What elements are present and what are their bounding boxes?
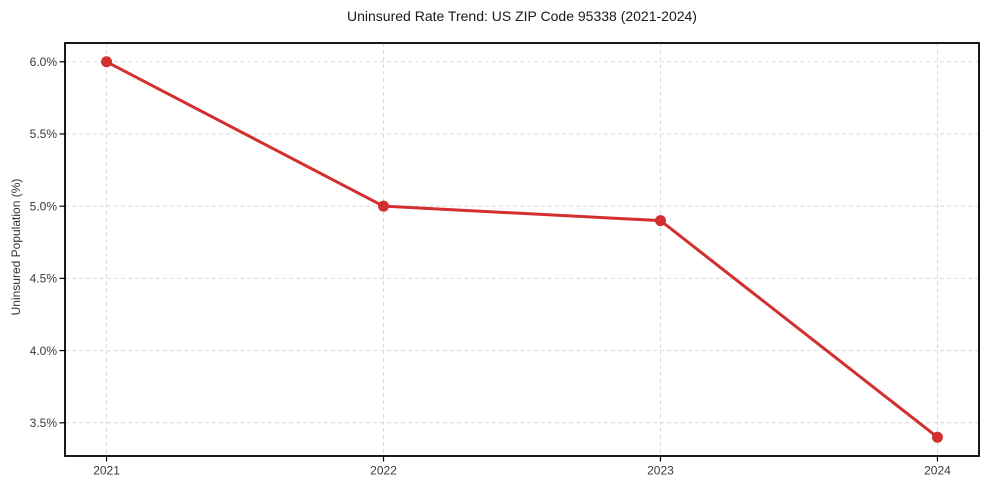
x-tick-label: 2023 [647, 464, 674, 478]
y-tick-label: 4.5% [30, 272, 58, 286]
data-point-marker [654, 215, 666, 227]
x-tick-label: 2022 [370, 464, 397, 478]
data-point-marker [101, 56, 113, 68]
y-tick-label: 3.5% [30, 416, 58, 430]
series-layer [101, 56, 943, 443]
y-tick-label: 4.0% [30, 344, 58, 358]
axis-layer: 3.5% 4.0% 4.5% 5.0% 5.5% 6.0% 2021 2022 2023 2024 [30, 42, 980, 478]
trend-line [105, 60, 939, 439]
data-point-marker [378, 200, 390, 212]
y-tick-label: 6.0% [30, 55, 58, 69]
x-tick-label: 2021 [93, 464, 120, 478]
plot-border [64, 42, 980, 457]
y-axis-label: Uninsured Population (%) [9, 179, 23, 316]
chart-title: Uninsured Rate Trend: US ZIP Code 95338 … [347, 8, 697, 24]
y-tick-label: 5.0% [30, 199, 58, 213]
y-tick-label: 5.5% [30, 127, 58, 141]
data-point-marker [931, 431, 943, 443]
grid-layer [65, 43, 979, 456]
x-tick-label: 2024 [924, 464, 951, 478]
